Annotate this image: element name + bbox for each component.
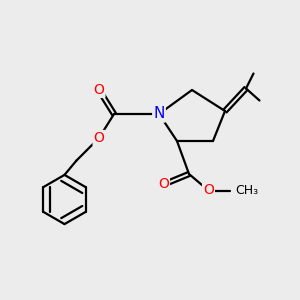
Text: CH₃: CH₃	[235, 184, 258, 197]
Text: O: O	[158, 178, 169, 191]
Text: N: N	[153, 106, 165, 122]
Text: O: O	[94, 131, 104, 145]
Text: O: O	[203, 184, 214, 197]
Text: O: O	[94, 83, 104, 97]
